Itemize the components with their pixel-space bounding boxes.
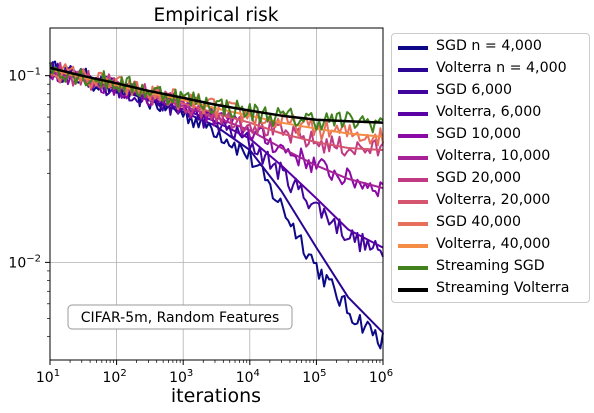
legend-label: SGD 10,000 xyxy=(436,126,522,142)
tick-layer: 101 102 103 104 105 106 10−1 10−2 xyxy=(8,67,393,386)
legend-swatch xyxy=(398,178,428,182)
legend-item: Volterra, 40,000 xyxy=(392,235,589,257)
legend-swatch xyxy=(398,90,428,94)
x-tick-label: 104 xyxy=(236,368,260,386)
legend-label: Volterra, 20,000 xyxy=(436,192,551,208)
legend-item: SGD n = 4,000 xyxy=(392,37,589,59)
x-tick-label: 105 xyxy=(302,368,326,386)
legend-swatch xyxy=(398,244,428,248)
legend-item: SGD 10,000 xyxy=(392,125,589,147)
legend-item: Volterra, 6,000 xyxy=(392,103,589,125)
legend-item: Streaming SGD xyxy=(392,257,589,279)
legend-label: Volterra n = 4,000 xyxy=(436,60,567,76)
y-tick-label: 10−1 xyxy=(8,67,41,85)
legend-swatch xyxy=(398,288,428,292)
legend: SGD n = 4,000 Volterra n = 4,000 SGD 6,000… xyxy=(391,33,590,303)
legend-label: SGD n = 4,000 xyxy=(436,38,542,54)
series-layer xyxy=(49,60,384,350)
x-tick-label: 106 xyxy=(369,368,393,386)
legend-label: Streaming Volterra xyxy=(436,280,570,296)
legend-label: SGD 40,000 xyxy=(436,214,522,230)
legend-swatch xyxy=(398,156,428,160)
legend-label: Volterra, 40,000 xyxy=(436,236,551,252)
legend-label: Volterra, 10,000 xyxy=(436,148,551,164)
series-line-10 xyxy=(49,62,384,134)
legend-swatch xyxy=(398,112,428,116)
y-tick-label: 10−2 xyxy=(8,253,41,271)
legend-label: SGD 20,000 xyxy=(436,170,522,186)
legend-label: SGD 6,000 xyxy=(436,82,513,98)
annotation-box: CIFAR-5m, Random Features xyxy=(67,304,293,330)
legend-item: SGD 40,000 xyxy=(392,213,589,235)
legend-label: Streaming SGD xyxy=(436,258,545,274)
legend-item: Streaming Volterra xyxy=(392,279,589,301)
chart-title: Empirical risk xyxy=(154,5,279,26)
legend-item: Volterra, 10,000 xyxy=(392,147,589,169)
x-tick-label: 103 xyxy=(169,368,193,386)
legend-swatch xyxy=(398,46,428,50)
legend-item: Volterra, 20,000 xyxy=(392,191,589,213)
legend-swatch xyxy=(398,134,428,138)
legend-item: SGD 20,000 xyxy=(392,169,589,191)
legend-item: SGD 6,000 xyxy=(392,81,589,103)
x-axis-label: iterations xyxy=(171,385,261,407)
legend-swatch xyxy=(398,222,428,226)
x-tick-label: 101 xyxy=(36,368,60,386)
series-line-2 xyxy=(49,61,384,258)
legend-swatch xyxy=(398,68,428,72)
legend-item: Volterra n = 4,000 xyxy=(392,59,589,81)
legend-swatch xyxy=(398,200,428,204)
plot-frame xyxy=(49,27,384,361)
legend-label: Volterra, 6,000 xyxy=(436,104,542,120)
annotation-text: CIFAR-5m, Random Features xyxy=(81,310,280,326)
x-tick-label: 102 xyxy=(102,368,126,386)
legend-swatch xyxy=(398,266,428,270)
series-line-11 xyxy=(49,66,384,124)
